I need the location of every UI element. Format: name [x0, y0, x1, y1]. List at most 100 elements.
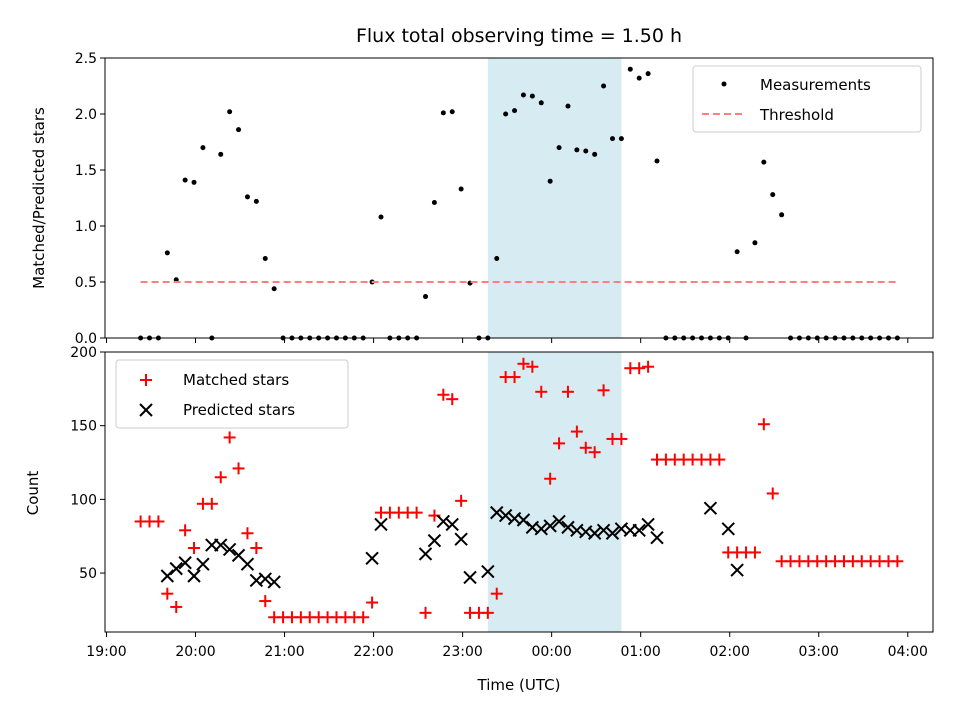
x-tick-label: 21:00: [264, 644, 304, 660]
matched-star-point: [713, 453, 726, 466]
measurement-point: [218, 151, 224, 157]
y-tick-label: 150: [70, 419, 97, 435]
x-tick-label: 04:00: [888, 644, 928, 660]
y-tick-label: 1.5: [75, 163, 97, 179]
y-tick-label: 2.0: [75, 107, 97, 123]
measurement-point: [761, 159, 767, 165]
matched-star-point: [508, 371, 521, 384]
top-legend: Measurements Threshold: [692, 65, 922, 133]
measurement-point: [271, 286, 277, 292]
y-tick-label: 100: [70, 492, 97, 508]
measurement-point: [458, 186, 464, 192]
measurement-point: [556, 145, 562, 151]
matched-star-point: [410, 506, 423, 519]
legend-threshold-label: Threshold: [759, 106, 834, 124]
measurement-point: [574, 147, 580, 153]
predicted-star-point: [214, 538, 228, 552]
measurement-point: [592, 151, 598, 157]
matched-star-point: [766, 487, 779, 500]
predicted-star-point: [730, 563, 744, 577]
measurement-point: [164, 250, 170, 256]
top-y-ticks: 0.0 0.5 1.0 1.5 2.0 2.5: [75, 51, 105, 347]
predicted-star-point: [436, 514, 451, 529]
predicted-star-point: [427, 533, 442, 548]
top-x-ticks: [105, 338, 909, 343]
predicted-star-point: [240, 557, 255, 571]
matched-star-point: [642, 360, 655, 373]
legend-measurements-marker: [721, 81, 727, 87]
matched-star-point: [161, 587, 174, 600]
predicted-star-point: [187, 569, 201, 583]
legend-predicted-marker: [139, 403, 153, 417]
predicted-star-point: [365, 551, 379, 566]
measurement-point: [440, 110, 446, 116]
top-plot-frame: [104, 57, 934, 339]
matched-star-point: [553, 437, 566, 450]
matched-star-point: [179, 524, 192, 537]
bottom-marks: [134, 357, 904, 624]
predicted-star-point: [160, 569, 175, 583]
matched-star-point: [633, 362, 646, 375]
matched-star-point: [437, 388, 450, 401]
measurement-point: [636, 75, 642, 81]
bottom-panel: 50 100 150 200 19:00 20:00 21:00 22:00 23:00 00:…: [24, 345, 934, 694]
predicted-star-point: [703, 501, 718, 515]
matched-star-point: [455, 494, 468, 507]
matched-star-point: [446, 393, 459, 406]
measurement-point: [538, 100, 544, 106]
top-highlight-span: [487, 58, 622, 338]
measurement-point: [547, 178, 553, 184]
measurement-point: [645, 71, 651, 77]
measurement-point: [627, 66, 633, 72]
y-tick-label: 2.5: [75, 51, 97, 67]
predicted-star-point: [490, 505, 504, 520]
predicted-star-point: [543, 519, 557, 533]
matched-star-point: [570, 425, 583, 438]
measurement-point: [512, 108, 518, 114]
matched-star-point: [481, 606, 494, 619]
chart-title: Flux total observing time = 1.50 h: [356, 25, 682, 47]
x-tick-label: 01:00: [620, 644, 660, 660]
matched-star-point: [579, 441, 592, 454]
predicted-star-point: [374, 517, 388, 532]
matched-star-point: [250, 542, 263, 554]
predicted-star-point: [605, 526, 620, 540]
legend-matched-label: Matched stars: [183, 371, 289, 389]
top-marks: [138, 66, 900, 341]
y-tick-label: 0.0: [75, 331, 97, 347]
matched-star-point: [366, 596, 379, 609]
measurement-point: [601, 83, 607, 89]
predicted-star-point: [632, 523, 646, 538]
measurement-point: [609, 136, 615, 142]
measurement-point: [565, 103, 571, 109]
matched-star-point: [561, 385, 574, 398]
predicted-star-point: [463, 570, 477, 585]
predicted-star-point: [516, 513, 531, 527]
x-tick-label: 22:00: [353, 644, 393, 660]
measurement-point: [618, 136, 624, 142]
measurement-point: [734, 249, 740, 255]
measurement-point: [182, 177, 188, 183]
measurement-point: [244, 194, 250, 200]
x-tick-label: 02:00: [710, 644, 750, 660]
matched-star-point: [748, 546, 761, 559]
predicted-star-point: [596, 523, 611, 538]
predicted-star-point: [721, 522, 735, 536]
measurement-point: [654, 158, 660, 164]
measurement-point: [200, 145, 206, 151]
bottom-plot-frame: [104, 351, 934, 633]
bottom-legend: Matched stars Predicted stars: [115, 359, 349, 429]
predicted-star-point: [196, 557, 210, 571]
matched-star-point: [170, 600, 183, 613]
legend-predicted-label: Predicted stars: [183, 401, 295, 419]
measurement-point: [752, 240, 758, 246]
measurement-point: [503, 111, 509, 117]
y-tick-label: 200: [70, 345, 97, 361]
y-tick-label: 0.5: [75, 275, 97, 291]
matched-star-point: [615, 432, 628, 445]
x-tick-label: 19:00: [86, 644, 126, 660]
measurement-point: [227, 109, 233, 115]
measurement-point: [191, 179, 197, 185]
measurement-point: [378, 214, 384, 220]
measurement-point: [770, 192, 776, 198]
